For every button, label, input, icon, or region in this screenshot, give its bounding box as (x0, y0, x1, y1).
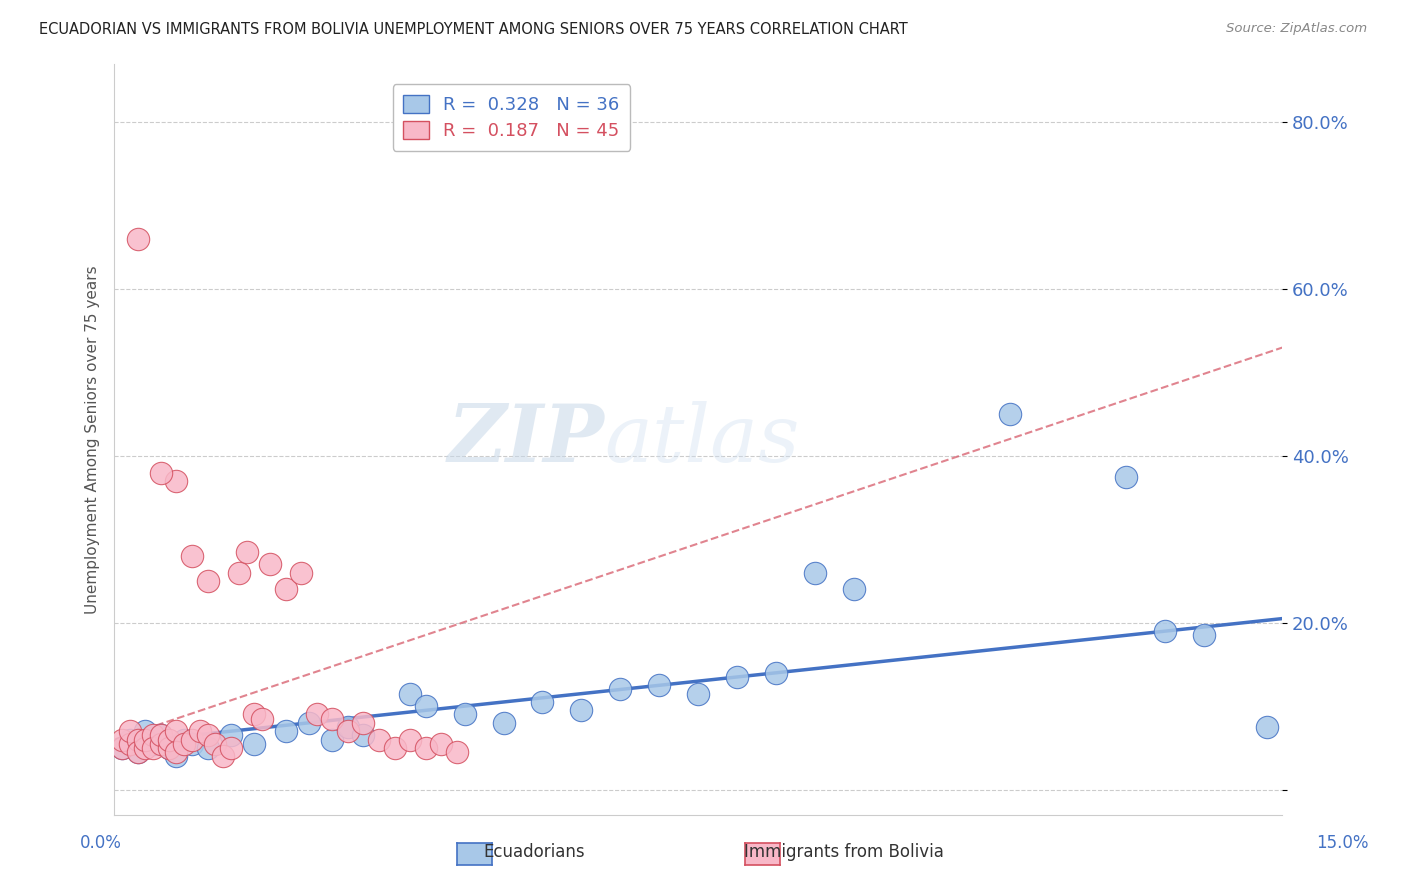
Point (430, 737, 453, 751)
Point (127, 732, 149, 747)
Point (384, 740, 406, 755)
Point (204, 737, 226, 751)
Point (181, 549, 204, 563)
Point (1194, 628, 1216, 642)
Point (127, 745, 149, 759)
Point (228, 566, 250, 580)
Point (149, 728, 172, 742)
Point (290, 566, 312, 580)
Point (531, 695, 554, 709)
Point (212, 749, 235, 764)
Point (149, 737, 172, 751)
Point (111, 740, 134, 755)
Point (142, 737, 165, 751)
Point (336, 724, 359, 739)
Point (259, 558, 281, 572)
Point (415, 740, 437, 755)
Point (111, 732, 134, 747)
Point (352, 715, 374, 730)
Point (118, 737, 141, 751)
Point (166, 745, 188, 759)
Point (157, 732, 180, 747)
Point (1256, 720, 1278, 734)
Point (1115, 470, 1137, 484)
Point (181, 737, 204, 751)
Point (142, 728, 165, 742)
Point (219, 740, 242, 755)
Point (111, 740, 134, 755)
Point (197, 728, 219, 742)
Point (321, 712, 343, 726)
Point (453, 707, 475, 722)
Point (166, 474, 188, 488)
Text: 15.0%: 15.0% (1316, 834, 1369, 852)
Point (127, 745, 149, 759)
Text: ECUADORIAN VS IMMIGRANTS FROM BOLIVIA UNEMPLOYMENT AMONG SENIORS OVER 75 YEARS C: ECUADORIAN VS IMMIGRANTS FROM BOLIVIA UN… (39, 22, 908, 37)
Point (765, 665, 787, 680)
Point (446, 745, 468, 759)
Point (219, 728, 242, 742)
Point (998, 407, 1021, 421)
Point (118, 732, 141, 747)
Point (352, 728, 374, 742)
Point (197, 574, 219, 588)
Point (250, 712, 273, 726)
Text: Source: ZipAtlas.com: Source: ZipAtlas.com (1226, 22, 1367, 36)
Point (157, 740, 180, 755)
Text: Immigrants from Bolivia: Immigrants from Bolivia (744, 843, 943, 861)
Point (188, 724, 211, 739)
Point (336, 720, 359, 734)
Point (157, 740, 180, 755)
Point (173, 737, 195, 751)
Point (243, 707, 266, 722)
Point (274, 724, 297, 739)
Point (571, 703, 593, 717)
Point (368, 732, 391, 747)
Point (173, 732, 195, 747)
Text: 0.0%: 0.0% (80, 834, 122, 852)
Point (127, 232, 149, 246)
Point (415, 699, 437, 714)
Point (149, 466, 172, 480)
Text: atlas: atlas (605, 401, 800, 478)
Point (399, 687, 422, 701)
Point (1154, 624, 1177, 639)
Point (235, 545, 257, 559)
Point (118, 724, 141, 739)
Legend: R =  0.328   N = 36, R =  0.187   N = 45: R = 0.328 N = 36, R = 0.187 N = 45 (392, 85, 630, 151)
Point (197, 740, 219, 755)
Point (725, 670, 748, 684)
Point (492, 715, 515, 730)
Point (134, 732, 156, 747)
Point (321, 732, 343, 747)
Point (399, 732, 422, 747)
Y-axis label: Unemployment Among Seniors over 75 years: Unemployment Among Seniors over 75 years (86, 265, 100, 614)
Point (134, 724, 156, 739)
Point (842, 582, 865, 597)
Point (298, 715, 321, 730)
Point (134, 740, 156, 755)
Point (688, 687, 710, 701)
Point (274, 582, 297, 597)
Point (804, 566, 827, 580)
Text: Ecuadorians: Ecuadorians (484, 843, 585, 861)
Point (149, 728, 172, 742)
Point (166, 749, 188, 764)
Text: ZIP: ZIP (449, 401, 605, 478)
Point (166, 724, 188, 739)
Point (181, 732, 204, 747)
Point (305, 707, 328, 722)
Point (142, 740, 165, 755)
Point (648, 678, 671, 692)
Point (243, 737, 266, 751)
Point (609, 682, 631, 697)
